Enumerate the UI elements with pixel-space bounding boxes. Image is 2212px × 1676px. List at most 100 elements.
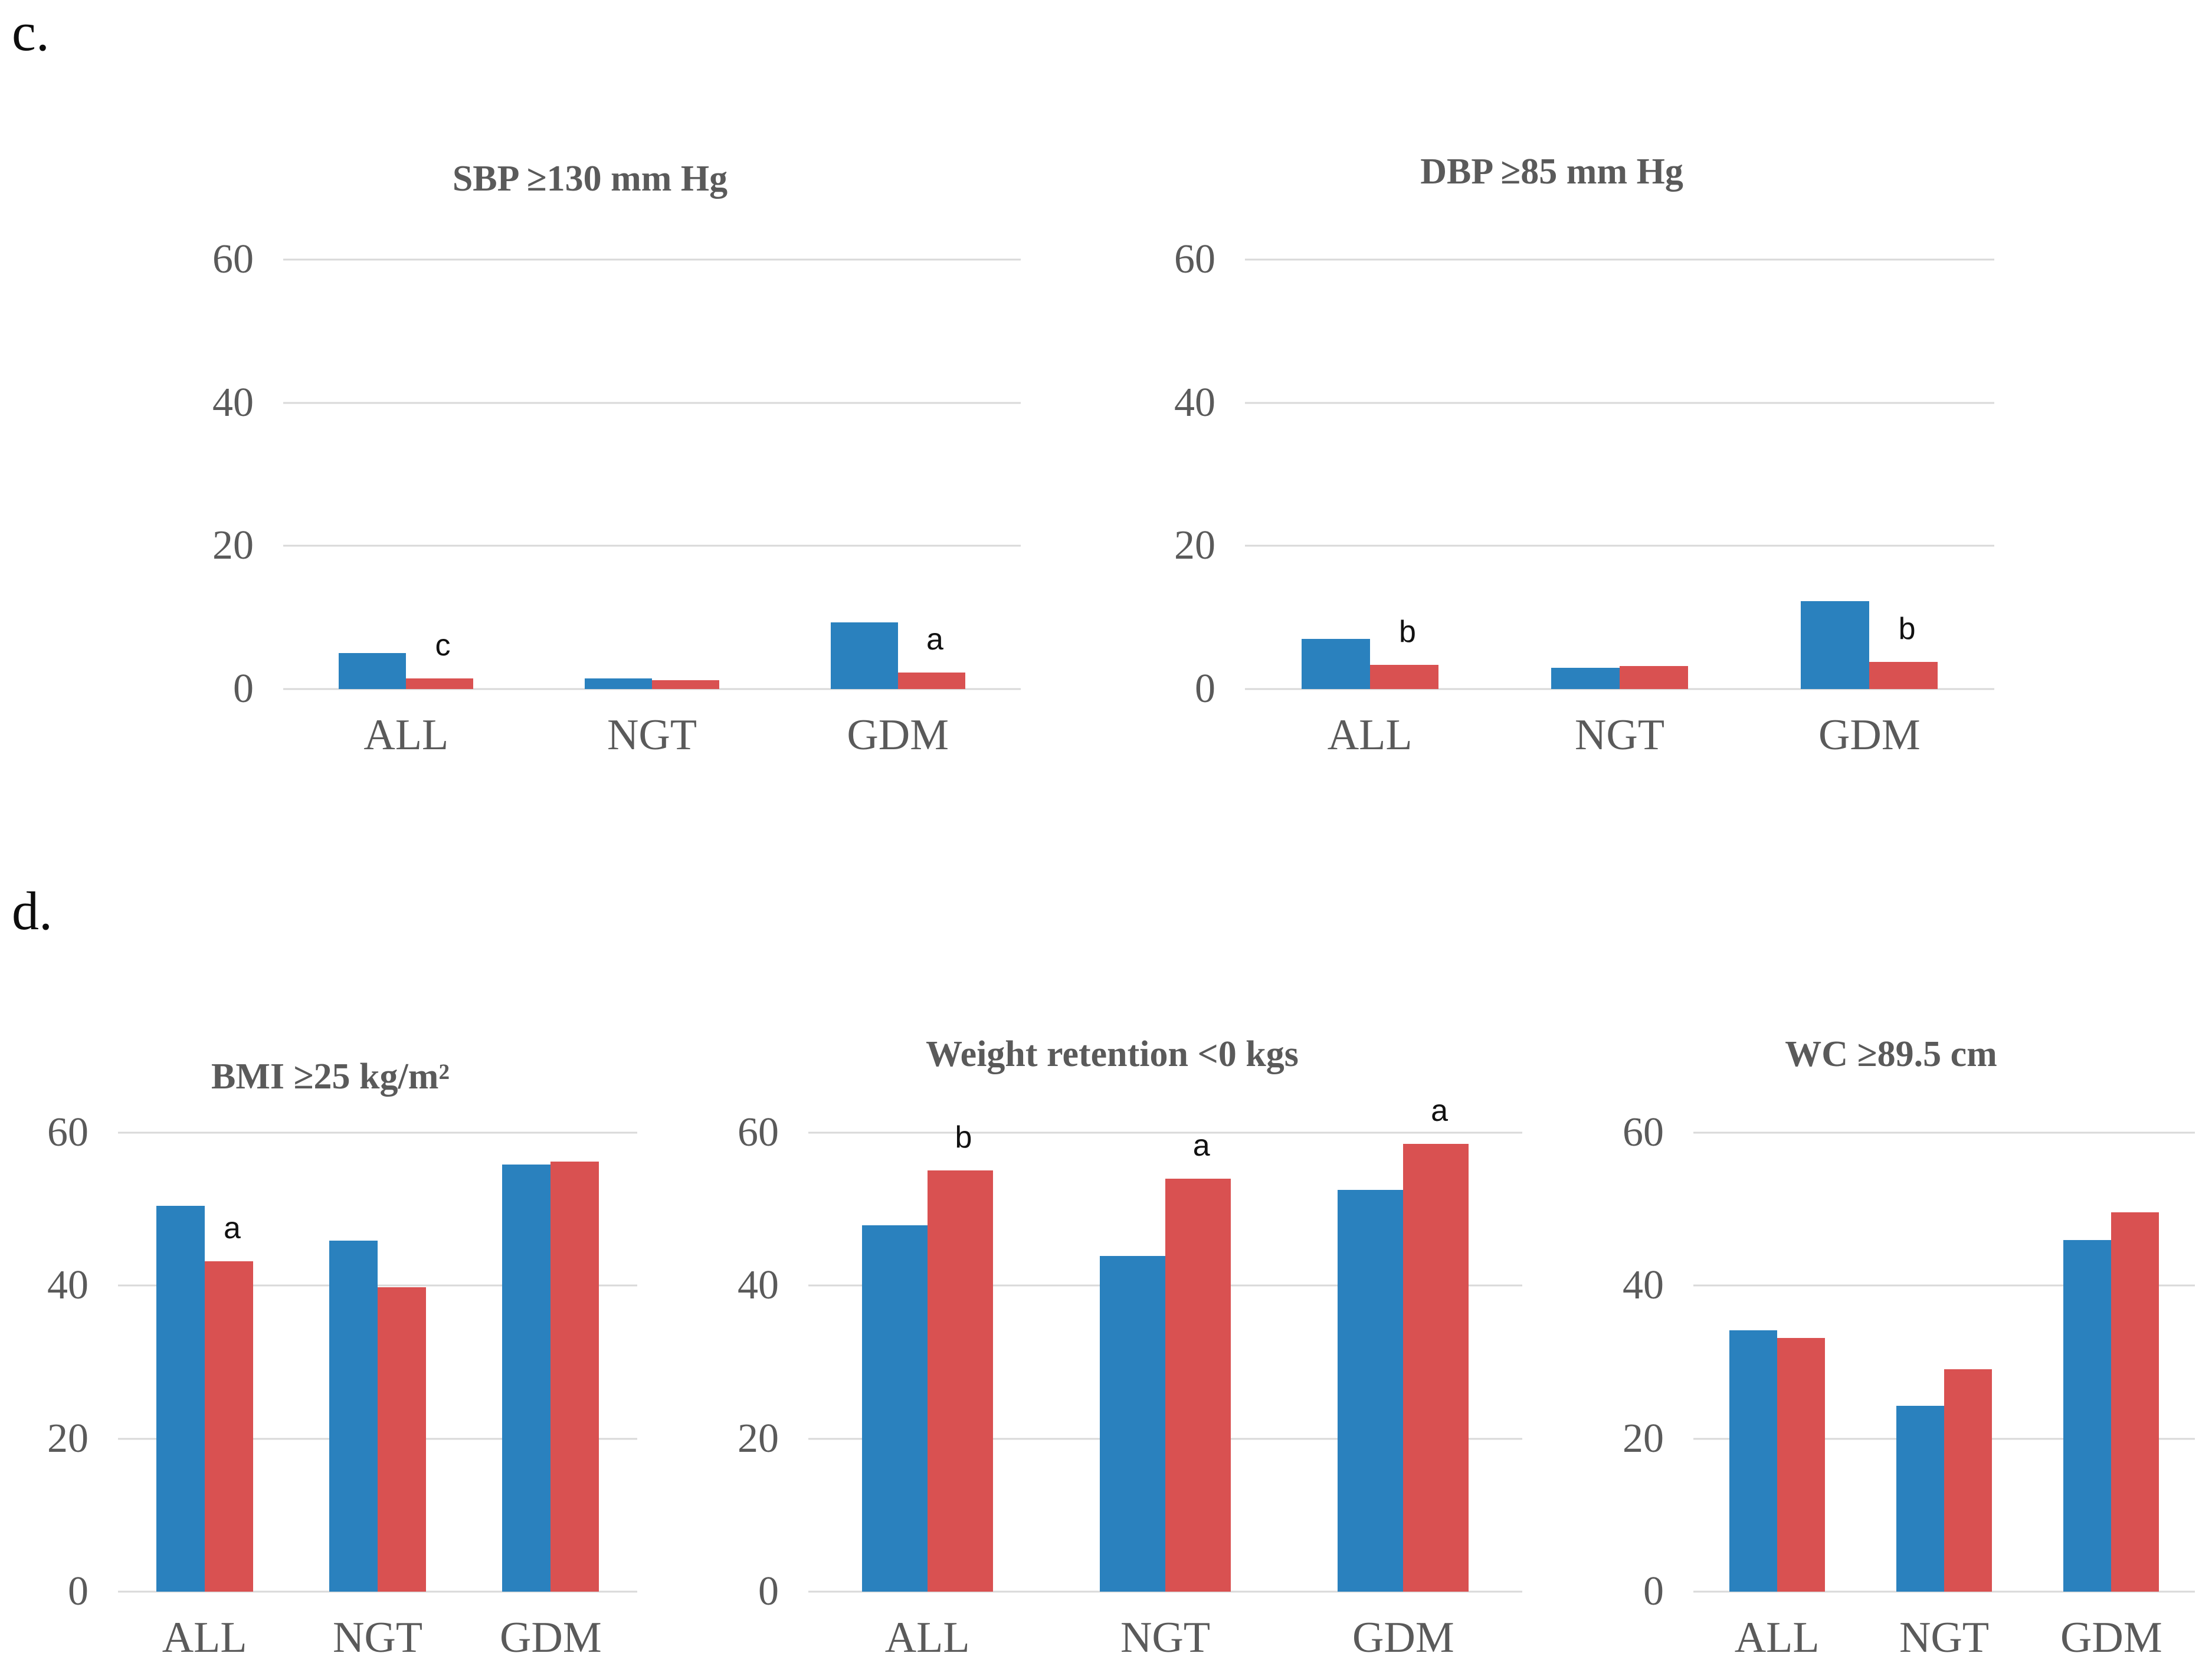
x-tick-label-all: ALL — [363, 711, 449, 759]
bar-slot — [1551, 260, 1620, 689]
x-axis: ALL NGT GDM — [1245, 711, 1994, 759]
bar-slot: b — [1369, 260, 1438, 689]
y-axis: 0 20 40 60 — [24, 1112, 89, 1612]
x-tick-label-ngt: NGT — [607, 711, 697, 759]
bar-groups — [1693, 1133, 2195, 1592]
gridline-0 — [283, 688, 1021, 690]
x-tick-label-all: ALL — [1734, 1613, 1820, 1662]
gridline-60 — [808, 1131, 1522, 1134]
significance-letter: b — [1898, 611, 1916, 646]
chart-title: SBP ≥130 mm Hg — [452, 159, 728, 199]
gridline-0 — [1693, 1590, 2195, 1593]
gridline-60 — [1693, 1131, 2195, 1134]
red-series-bar-gdm — [897, 673, 965, 689]
plot-area: a — [118, 1131, 637, 1593]
x-axis: ALL NGT GDM — [808, 1613, 1522, 1662]
y-tick-label: 40 — [738, 1262, 779, 1308]
y-tick-label: 0 — [1195, 666, 1215, 711]
chart-wc: WC ≥89.5 cm 0 20 40 60 ALL NGT GDM — [1581, 997, 2201, 1670]
plot-area — [1693, 1131, 2195, 1593]
bar-slot: b — [1869, 260, 1938, 689]
y-tick-label: 20 — [212, 523, 254, 569]
y-tick-label: 60 — [1174, 237, 1215, 282]
x-axis: ALL NGT GDM — [283, 711, 1021, 759]
gridline-0 — [808, 1590, 1522, 1593]
bar-slot — [1619, 260, 1688, 689]
significance-letter: c — [435, 628, 451, 662]
chart-title: Weight retention <0 kgs — [926, 1034, 1299, 1074]
x-tick-label-gdm: GDM — [1352, 1613, 1454, 1662]
y-axis: 0 20 40 60 — [702, 1112, 779, 1612]
y-tick-label: 40 — [1174, 379, 1215, 425]
blue-series-bar-gdm — [502, 1165, 551, 1592]
red-series-bar-all — [1369, 664, 1438, 689]
bar-slot — [156, 1133, 205, 1592]
bar-slot — [1896, 1133, 1944, 1592]
bar-slot: a — [897, 260, 965, 689]
bar-group-ngt — [1860, 1133, 2027, 1592]
red-series-bar-all — [927, 1170, 993, 1592]
y-tick-label: 60 — [738, 1110, 779, 1155]
bar-slot — [502, 1133, 551, 1592]
red-series-bar-all — [1777, 1337, 1825, 1592]
red-series-bar-all — [204, 1261, 253, 1592]
bar-group-all: b — [1245, 260, 1495, 689]
significance-letter: a — [223, 1211, 241, 1245]
blue-series-bar-ngt — [1099, 1255, 1165, 1592]
gridline-40 — [283, 402, 1021, 404]
bar-group-all: b — [808, 1122, 1046, 1592]
y-tick-label: 40 — [1623, 1262, 1664, 1308]
chart-title: DBP ≥85 mm Hg — [1420, 152, 1683, 192]
x-tick-label-gdm: GDM — [1818, 711, 1921, 759]
x-axis: ALL NGT GDM — [118, 1613, 637, 1662]
bar-group-gdm — [464, 1133, 637, 1592]
red-series-bar-ngt — [1165, 1178, 1231, 1592]
bar-slot — [339, 260, 407, 689]
blue-series-bar-all — [156, 1206, 205, 1592]
bar-group-gdm: b — [1745, 260, 1994, 689]
bar-group-all: a — [118, 1133, 291, 1592]
bar-slot — [585, 260, 652, 689]
x-tick-label-ngt: NGT — [1899, 1613, 1990, 1662]
gridline-0 — [118, 1590, 637, 1593]
significance-letter: b — [1398, 614, 1416, 649]
bar-slot: a — [1165, 1128, 1231, 1592]
bar-group-ngt — [1495, 260, 1744, 689]
significance-letter: a — [1431, 1094, 1449, 1129]
bar-group-ngt — [529, 260, 775, 689]
significance-letter: b — [955, 1120, 972, 1154]
x-tick-label-ngt: NGT — [1574, 711, 1665, 759]
blue-series-bar-all — [1729, 1330, 1777, 1592]
bar-slot — [1801, 260, 1870, 689]
panel-label-d: d. — [12, 881, 53, 941]
bar-slot — [1099, 1133, 1165, 1592]
bar-slot — [861, 1133, 928, 1592]
gridline-0 — [1245, 688, 1994, 690]
blue-series-bar-all — [1301, 639, 1370, 689]
y-axis: 0 20 40 60 — [159, 239, 254, 710]
bar-slot — [652, 260, 719, 689]
red-series-bar-gdm — [1403, 1144, 1469, 1592]
red-series-bar-gdm — [1869, 661, 1938, 689]
blue-series-bar-all — [861, 1225, 928, 1592]
y-tick-label: 0 — [68, 1569, 89, 1614]
red-series-bar-ngt — [1619, 666, 1688, 689]
bar-group-all: c — [283, 260, 529, 689]
gridline-20 — [1245, 545, 1994, 547]
bar-slot — [1338, 1133, 1404, 1592]
x-tick-label-ngt: NGT — [1120, 1613, 1211, 1662]
blue-series-bar-ngt — [1551, 667, 1620, 689]
y-tick-label: 20 — [47, 1415, 89, 1461]
x-tick-label-gdm: GDM — [2060, 1613, 2162, 1662]
x-tick-label-ngt: NGT — [332, 1613, 423, 1662]
chart-weight-retention: Weight retention <0 kgs 0 20 40 60 b a a ALL N… — [702, 997, 1522, 1670]
bar-groups: a — [118, 1133, 637, 1592]
red-series-bar-ngt — [377, 1287, 426, 1592]
significance-letter: a — [1192, 1128, 1210, 1163]
bar-slot — [830, 260, 898, 689]
gridline-60 — [283, 258, 1021, 261]
